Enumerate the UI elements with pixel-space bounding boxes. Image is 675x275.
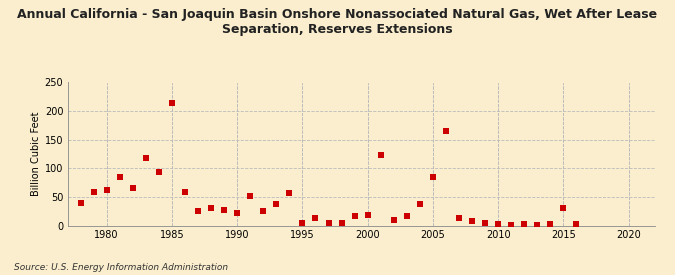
Point — [454, 216, 464, 220]
Y-axis label: Billion Cubic Feet: Billion Cubic Feet — [30, 112, 40, 196]
Point — [153, 170, 164, 175]
Text: Annual California - San Joaquin Basin Onshore Nonassociated Natural Gas, Wet Aft: Annual California - San Joaquin Basin On… — [18, 8, 657, 36]
Point — [297, 221, 308, 225]
Point — [388, 218, 399, 222]
Point — [323, 221, 334, 225]
Point — [258, 209, 269, 213]
Point — [245, 194, 256, 198]
Point — [545, 222, 556, 227]
Point — [206, 206, 217, 211]
Point — [101, 188, 112, 192]
Point — [88, 190, 99, 194]
Point — [128, 186, 138, 191]
Point — [349, 214, 360, 218]
Point — [180, 190, 190, 194]
Point — [219, 208, 230, 212]
Point — [114, 175, 125, 179]
Point — [232, 211, 242, 215]
Point — [167, 100, 178, 105]
Point — [310, 216, 321, 220]
Point — [441, 129, 452, 133]
Point — [271, 202, 281, 206]
Point — [519, 222, 530, 227]
Point — [75, 200, 86, 205]
Point — [480, 221, 491, 225]
Point — [192, 209, 203, 213]
Point — [284, 191, 295, 195]
Point — [466, 219, 477, 223]
Point — [493, 222, 504, 227]
Point — [506, 223, 516, 227]
Point — [336, 221, 347, 226]
Text: Source: U.S. Energy Information Administration: Source: U.S. Energy Information Administ… — [14, 263, 227, 272]
Point — [571, 222, 582, 227]
Point — [362, 212, 373, 217]
Point — [558, 206, 569, 211]
Point — [140, 156, 151, 160]
Point — [414, 202, 425, 207]
Point — [402, 214, 412, 218]
Point — [375, 153, 386, 157]
Point — [427, 175, 438, 179]
Point — [532, 223, 543, 227]
